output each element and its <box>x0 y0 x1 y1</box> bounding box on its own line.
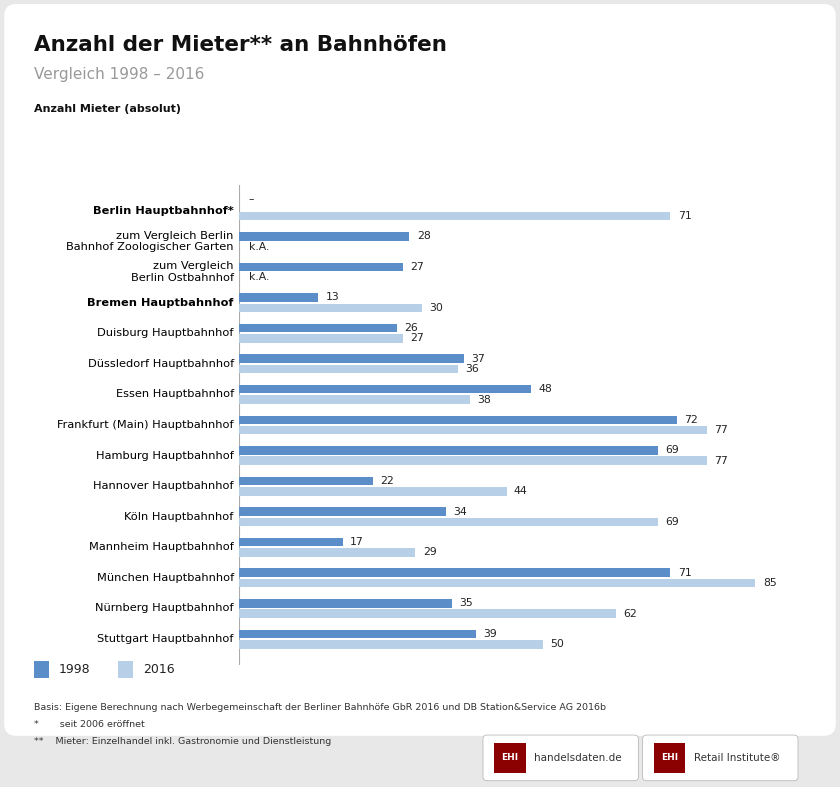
Text: 13: 13 <box>326 293 339 302</box>
Text: 22: 22 <box>381 476 394 486</box>
Text: Anzahl Mieter (absolut): Anzahl Mieter (absolut) <box>34 104 181 114</box>
Text: 35: 35 <box>459 598 473 608</box>
Bar <box>239 599 452 608</box>
Bar <box>239 323 397 332</box>
Text: 2016: 2016 <box>143 663 175 676</box>
Bar <box>239 538 343 546</box>
Bar <box>239 518 659 527</box>
Bar <box>239 304 422 312</box>
Text: 85: 85 <box>763 578 776 588</box>
Bar <box>239 395 470 404</box>
Text: 1998: 1998 <box>59 663 91 676</box>
Text: 39: 39 <box>484 629 497 639</box>
Text: k.A.: k.A. <box>249 272 269 283</box>
Bar <box>239 508 446 515</box>
Text: *       seit 2006 eröffnet: * seit 2006 eröffnet <box>34 720 144 729</box>
Text: 27: 27 <box>411 334 424 343</box>
Bar <box>239 549 416 556</box>
Text: **    Mieter: Einzelhandel inkl. Gastronomie und Dienstleistung: ** Mieter: Einzelhandel inkl. Gastronomi… <box>34 737 331 746</box>
Text: 71: 71 <box>678 211 691 221</box>
Text: EHI: EHI <box>501 753 518 763</box>
Bar <box>239 640 543 648</box>
Text: 29: 29 <box>423 548 437 557</box>
Text: 48: 48 <box>538 384 552 394</box>
Bar <box>239 609 616 618</box>
Text: 69: 69 <box>665 445 680 456</box>
Text: 17: 17 <box>350 537 364 547</box>
Text: 37: 37 <box>471 353 485 364</box>
Bar <box>239 385 531 394</box>
Bar <box>239 456 707 465</box>
Text: Retail Institute®: Retail Institute® <box>694 753 780 763</box>
Text: –: – <box>249 194 254 204</box>
Text: 71: 71 <box>678 567 691 578</box>
Bar <box>239 294 318 301</box>
Text: Basis: Eigene Berechnung nach Werbegemeinschaft der Berliner Bahnhöfe GbR 2016 u: Basis: Eigene Berechnung nach Werbegemei… <box>34 703 606 711</box>
Text: 34: 34 <box>453 507 467 516</box>
Text: 27: 27 <box>411 262 424 272</box>
Text: 77: 77 <box>714 456 728 466</box>
Text: 36: 36 <box>465 364 479 374</box>
Bar <box>239 334 403 342</box>
Text: 30: 30 <box>429 303 443 313</box>
Text: 62: 62 <box>623 608 637 619</box>
Bar <box>239 364 458 373</box>
Bar <box>239 477 373 486</box>
Text: 77: 77 <box>714 425 728 435</box>
Text: 50: 50 <box>550 639 564 649</box>
Text: Anzahl der Mieter** an Bahnhöfen: Anzahl der Mieter** an Bahnhöfen <box>34 35 447 55</box>
Bar <box>239 212 670 220</box>
Bar <box>239 578 755 587</box>
Text: 38: 38 <box>477 394 491 405</box>
Bar <box>239 487 507 496</box>
Text: 28: 28 <box>417 231 430 242</box>
Text: 69: 69 <box>665 517 680 527</box>
Bar <box>239 416 676 424</box>
Bar <box>239 568 670 577</box>
Text: 44: 44 <box>514 486 528 497</box>
Text: k.A.: k.A. <box>249 242 269 252</box>
Bar <box>239 630 476 638</box>
Text: handelsdaten.de: handelsdaten.de <box>534 753 622 763</box>
Bar <box>239 446 659 455</box>
Bar <box>239 426 707 434</box>
Bar <box>239 263 403 272</box>
Bar <box>239 232 409 241</box>
Text: EHI: EHI <box>661 753 678 763</box>
Text: Vergleich 1998 – 2016: Vergleich 1998 – 2016 <box>34 67 204 82</box>
Text: 72: 72 <box>684 415 697 425</box>
Bar <box>239 354 464 363</box>
Text: 26: 26 <box>405 323 418 333</box>
